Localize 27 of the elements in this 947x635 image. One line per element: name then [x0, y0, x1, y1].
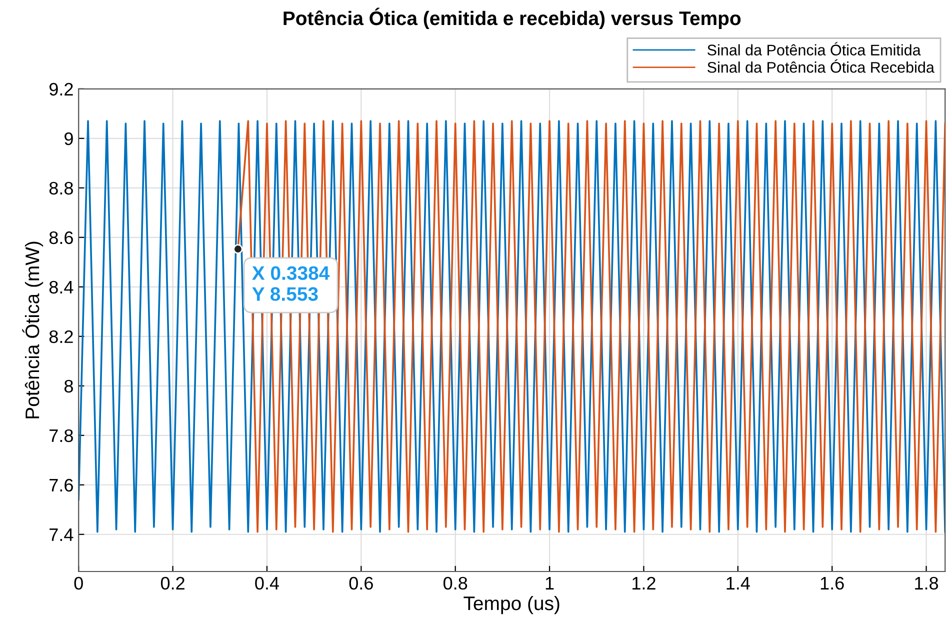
y-tick-label: 8.4 [49, 280, 74, 294]
chart-title: Potência Ótica (emitida e recebida) versus Tempo [284, 8, 741, 30]
annotation: X 0.3384 Y 8.553 [252, 266, 330, 301]
y-tick-label: 8 [64, 380, 73, 393]
x-tick-label: 1.6 [820, 576, 844, 590]
x-tick-label: 1.4 [726, 577, 750, 590]
y-tick-label: 8.8 [49, 182, 73, 195]
x-tick-label: 0.6 [349, 576, 373, 590]
y-tick-label: 8.6 [49, 231, 73, 244]
x-tick-label: 0.8 [444, 576, 468, 590]
legend-label: Sinal da Potência Ótica Recebida [708, 59, 934, 73]
x-tick-label: 1.2 [632, 576, 656, 590]
y-tick-label: 7.8 [50, 429, 73, 442]
x-axis-title: Tempo (us) [464, 596, 560, 614]
y-axis-title: Potência Ótica (mW) [22, 242, 44, 418]
x-tick-label: 1.8 [915, 576, 938, 590]
x-tick-label: 1 [546, 577, 554, 590]
y-tick-label: 9.2 [49, 82, 73, 96]
x-tick-label: 0.4 [255, 576, 279, 590]
y-tick-label: 9 [64, 132, 73, 146]
x-tick-label: 0 [74, 576, 83, 590]
x-tick-label: 0.2 [160, 576, 184, 590]
y-tick-label: 7.6 [50, 478, 73, 492]
y-tick-label: 7.4 [50, 528, 74, 541]
y-tick-label: 8.2 [49, 330, 73, 344]
legend-label: Sinal da Potência Ótica Emitida [708, 42, 921, 56]
line-series [78, 120, 946, 533]
